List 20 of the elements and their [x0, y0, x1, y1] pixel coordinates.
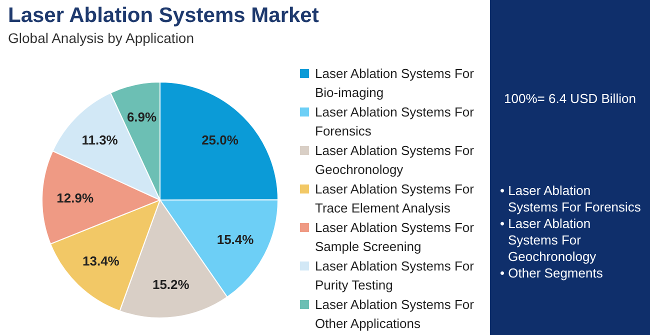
legend-label: Laser Ablation Systems For Bio-imaging — [315, 66, 475, 100]
data-label: 11.3% — [82, 132, 118, 148]
data-label: 12.9% — [56, 190, 94, 206]
legend-label: Laser Ablation Systems For Forensics — [315, 104, 475, 138]
legend-label: Laser Ablation Systems For Purity Testing — [315, 258, 475, 292]
text: • Laser Ablation Systems For Geochronology — [500, 216, 597, 264]
text: • Laser Ablation Systems For Forensics — [500, 183, 642, 214]
text: • Other Segments — [500, 266, 604, 280]
data-label: 15.2% — [152, 276, 190, 292]
data-label: 25.0% — [202, 132, 239, 148]
legend-label: Laser Ablation Systems For Geochronology — [315, 143, 475, 177]
chart-subtitle: Global Analysis by Application — [8, 30, 194, 46]
data-label: 15.4% — [216, 232, 254, 247]
legend-label: Laser Ablation Systems For Sample Screening — [315, 220, 475, 254]
legend-label: Laser Ablation Systems For Other Applications — [315, 297, 475, 331]
chart-title: Laser Ablation Systems Market — [8, 4, 319, 27]
legend-label: Laser Ablation Systems For Trace Element Analysis — [315, 182, 475, 216]
text: 100%= 6.4 USD Billion — [504, 91, 636, 106]
data-label: 6.9% — [126, 110, 157, 125]
data-label: 13.4% — [82, 254, 120, 269]
